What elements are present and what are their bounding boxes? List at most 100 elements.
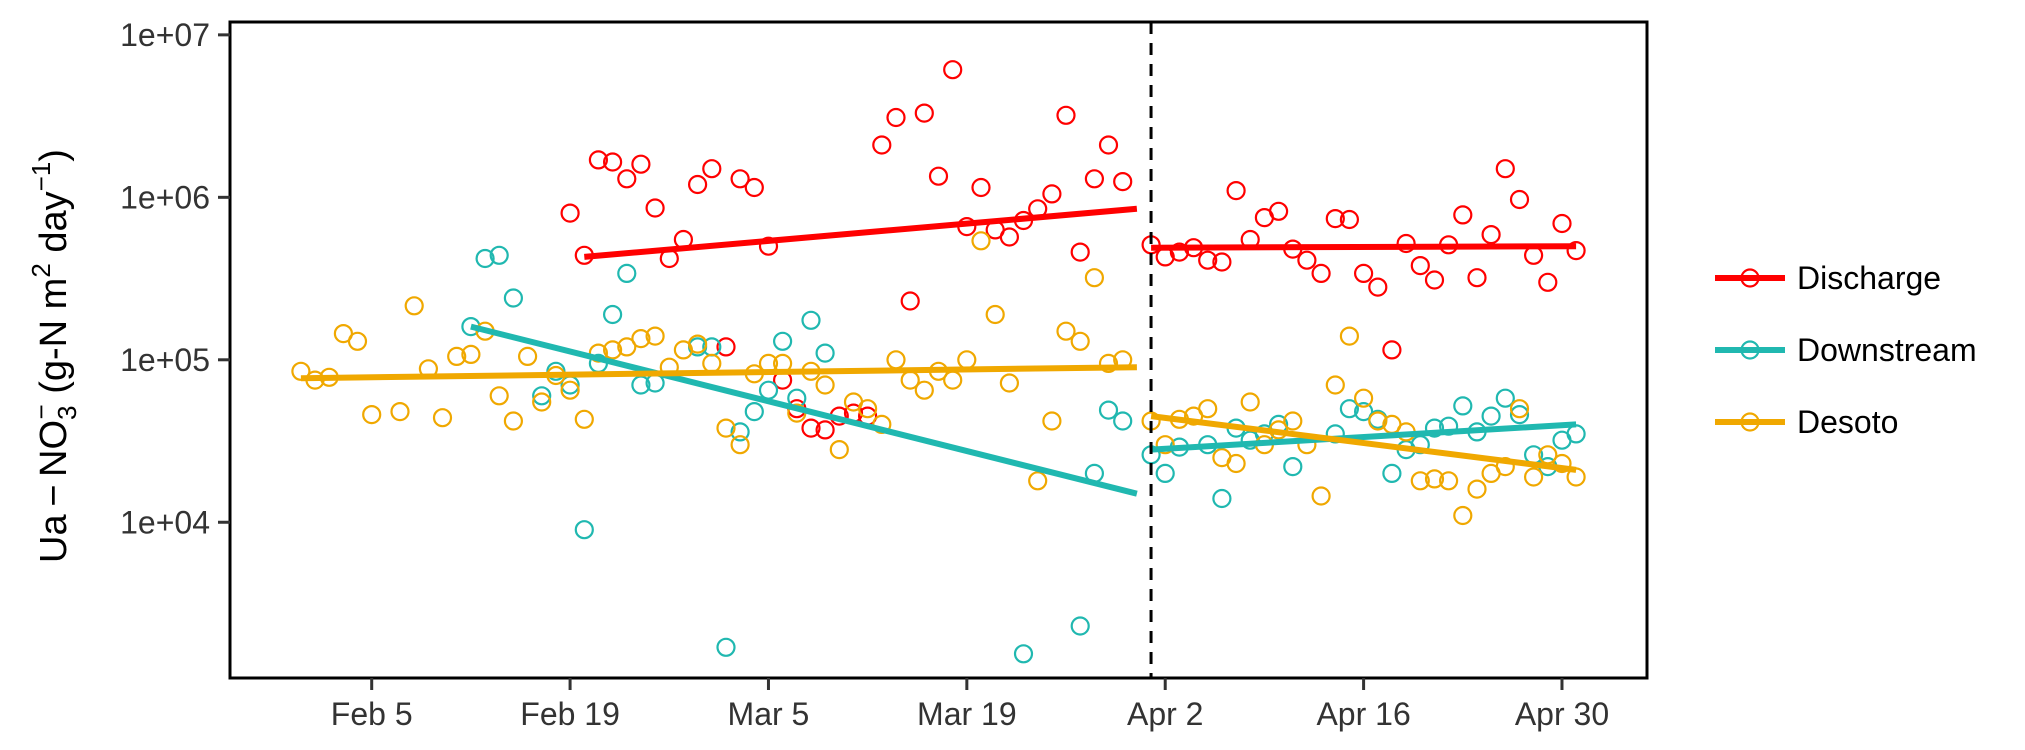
desoto-point	[503, 411, 524, 431]
legend-key-point-downstream	[1740, 340, 1760, 360]
desoto-point	[447, 346, 467, 366]
desoto-point	[829, 440, 849, 460]
desoto-point	[730, 435, 750, 455]
discharge-point	[1325, 209, 1345, 229]
desoto-point	[914, 380, 934, 400]
desoto-point	[1084, 268, 1105, 288]
downstream-point	[1212, 488, 1232, 509]
y-tick-label: 1e+07	[120, 17, 210, 53]
desoto-point	[1198, 399, 1218, 419]
legend-label-downstream: Downstream	[1797, 332, 1977, 368]
discharge-point	[1368, 277, 1388, 297]
desoto-point	[1424, 469, 1445, 489]
desoto-point	[602, 340, 623, 360]
y-tick-label: 1e+05	[120, 342, 210, 378]
discharge-point	[631, 154, 651, 174]
legend-label-desoto: Desoto	[1797, 404, 1898, 440]
discharge-point	[1353, 263, 1374, 283]
discharge-point	[1056, 105, 1076, 125]
desoto-point	[347, 331, 368, 351]
y-axis-label: Ua − NO3− (g-N m2 day−1)	[26, 149, 82, 563]
desoto-point	[999, 373, 1020, 393]
y-axis-title: Ua − NO3− (g-N m2 day−1)	[26, 149, 82, 563]
desoto-point	[1552, 453, 1572, 474]
downstream-point	[1113, 411, 1133, 431]
downstream-trend-line	[470, 323, 1138, 497]
discharge-point	[560, 203, 580, 223]
desoto-point	[362, 405, 382, 425]
desoto-point	[971, 231, 991, 251]
desoto-point	[461, 344, 481, 364]
desoto-point	[1042, 411, 1062, 431]
desoto-point	[517, 346, 538, 366]
plot-panel-border	[228, 20, 1649, 680]
discharge-trend-line	[584, 205, 1138, 260]
discharge-point	[687, 174, 708, 195]
desoto-point	[1155, 435, 1175, 455]
x-tick-label: Mar 19	[917, 696, 1017, 732]
desoto-point	[404, 296, 424, 316]
desoto-point	[617, 337, 637, 357]
discharge-point	[1212, 252, 1232, 272]
discharge-point	[999, 227, 1020, 247]
desoto-point	[1368, 411, 1388, 431]
discharge-point	[1084, 169, 1105, 189]
desoto-point	[716, 418, 736, 438]
desoto-point	[687, 334, 708, 354]
discharge-point	[1410, 256, 1430, 276]
desoto-point	[857, 399, 878, 419]
downstream-point	[574, 520, 594, 540]
x-tick-label: Feb 19	[520, 696, 620, 732]
discharge-point	[758, 236, 779, 256]
discharge-point	[1339, 209, 1360, 230]
marks-layer	[291, 22, 1586, 678]
discharge-point	[928, 166, 949, 186]
desoto-point	[1523, 467, 1544, 487]
desoto-point	[631, 329, 651, 349]
downstream-point	[1382, 463, 1402, 483]
discharge-point	[1311, 263, 1331, 283]
downstream-point	[1283, 457, 1303, 477]
discharge-point	[971, 177, 991, 198]
downstream-point	[617, 263, 637, 283]
desoto-point	[1028, 471, 1048, 491]
desoto-point	[702, 353, 722, 373]
desoto-point	[1240, 392, 1260, 412]
legend: Discharge Downstream Desoto	[1715, 260, 1977, 440]
discharge-point	[900, 291, 920, 311]
downstream-point	[1155, 463, 1175, 483]
downstream-point	[1566, 424, 1586, 444]
desoto-point	[1353, 388, 1374, 408]
discharge-point	[602, 152, 623, 172]
desoto-point	[291, 361, 311, 381]
discharge-point	[815, 420, 835, 440]
discharge-point	[645, 198, 665, 218]
desoto-point	[560, 380, 580, 400]
desoto-point	[1070, 331, 1090, 351]
downstream-point	[1509, 405, 1530, 425]
discharge-point	[1042, 184, 1062, 204]
downstream-point	[489, 245, 509, 265]
downstream-point	[1098, 400, 1119, 420]
x-tick-label: Apr 16	[1316, 696, 1410, 732]
desoto-point	[886, 350, 906, 370]
downstream-point	[815, 343, 835, 363]
desoto-point	[1098, 353, 1119, 373]
discharge-point	[702, 159, 722, 179]
discharge-point	[1268, 201, 1289, 221]
desoto-point	[432, 408, 453, 428]
downstream-point	[602, 304, 623, 325]
discharge-trend-line	[1151, 243, 1577, 251]
downstream-point	[772, 331, 793, 351]
desoto-point	[532, 392, 552, 412]
downstream-trend-line	[1150, 421, 1577, 453]
desoto-point	[815, 375, 835, 395]
legend-key-point-desoto	[1740, 412, 1760, 432]
desoto-point	[985, 304, 1005, 325]
discharge-point	[1552, 213, 1572, 234]
desoto-point	[1226, 453, 1246, 474]
discharge-point	[1538, 272, 1558, 292]
discharge-point	[1382, 340, 1402, 360]
discharge-point	[1509, 189, 1530, 210]
